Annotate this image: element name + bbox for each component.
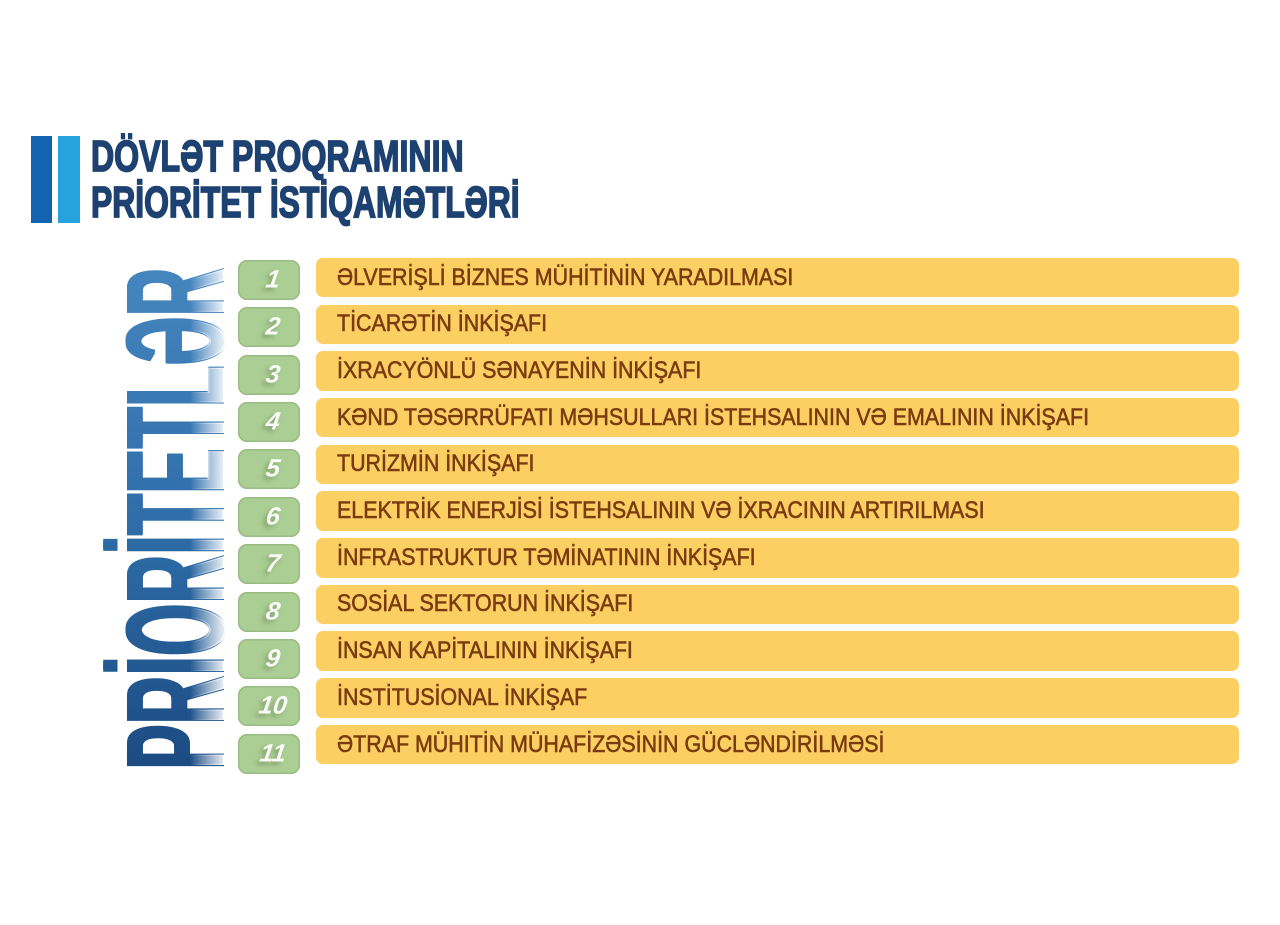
svg-text:PRİORİTETLƏR: PRİORİTETLƏR: [96, 266, 235, 768]
svg-text:PRİORİTETLƏR: PRİORİTETLƏR: [96, 269, 235, 771]
svg-text:PRİORİTETLƏR: PRİORİTETLƏR: [96, 267, 235, 769]
svg-text:PRİORİTETLƏR: PRİORİTETLƏR: [96, 267, 235, 769]
